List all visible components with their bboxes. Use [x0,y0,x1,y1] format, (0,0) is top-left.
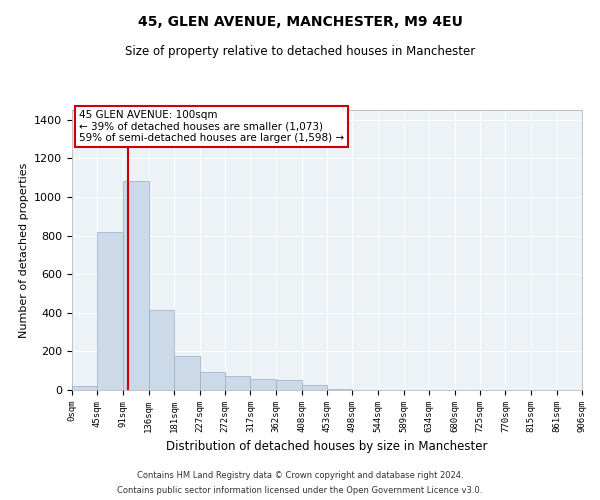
X-axis label: Distribution of detached houses by size in Manchester: Distribution of detached houses by size … [166,440,488,454]
Text: Contains HM Land Registry data © Crown copyright and database right 2024.: Contains HM Land Registry data © Crown c… [137,471,463,480]
Text: 45 GLEN AVENUE: 100sqm
← 39% of detached houses are smaller (1,073)
59% of semi-: 45 GLEN AVENUE: 100sqm ← 39% of detached… [79,110,344,143]
Bar [97,232,123,390]
Bar [72,386,97,390]
Text: Contains public sector information licensed under the Open Government Licence v3: Contains public sector information licen… [118,486,482,495]
Text: Size of property relative to detached houses in Manchester: Size of property relative to detached ho… [125,45,475,58]
Bar [302,385,327,390]
Bar [327,389,352,390]
Bar [225,376,250,390]
Bar [123,182,149,390]
Y-axis label: Number of detached properties: Number of detached properties [19,162,29,338]
Bar [276,380,302,390]
Bar [174,356,200,390]
Bar [200,372,225,390]
Text: 45, GLEN AVENUE, MANCHESTER, M9 4EU: 45, GLEN AVENUE, MANCHESTER, M9 4EU [137,15,463,29]
Bar [149,310,174,390]
Bar [250,380,276,390]
